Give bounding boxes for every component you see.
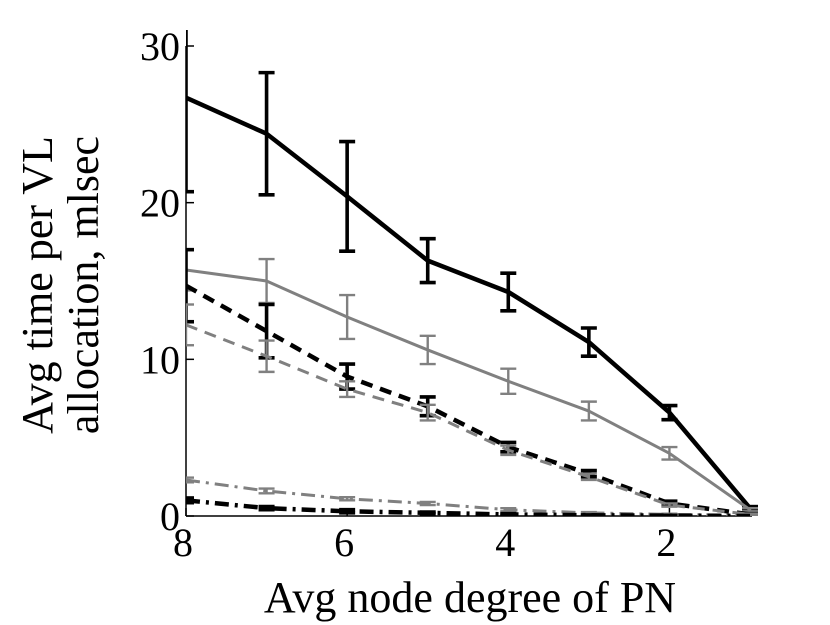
series-line — [186, 283, 751, 516]
x-tick-label: 2 — [656, 520, 676, 565]
x-tick-label: 6 — [334, 520, 354, 565]
error-bar — [258, 487, 275, 495]
y-axis-label: Avg time per VL allocation, mlsec — [13, 136, 108, 434]
series-2 — [186, 248, 758, 513]
error-bar — [186, 247, 194, 324]
error-bar — [419, 510, 436, 516]
error-bar — [419, 500, 436, 507]
error-bar — [186, 303, 194, 347]
x-axis-label: Avg node degree of PN — [264, 573, 676, 622]
series-line — [186, 323, 751, 516]
error-bar — [742, 506, 758, 513]
error-bar — [661, 445, 678, 461]
series-1 — [186, 30, 758, 512]
series-line — [186, 95, 752, 510]
x-tick-label: 8 — [173, 520, 193, 565]
error-bar — [339, 507, 356, 515]
series-3 — [186, 247, 758, 516]
y-axis-label-line-1: Avg time per VL — [13, 136, 62, 434]
y-tick-label: 20 — [140, 181, 180, 226]
error-bar — [419, 334, 436, 366]
error-bar — [258, 70, 275, 197]
error-bar — [186, 30, 194, 194]
error-bar — [500, 367, 517, 395]
error-bar — [258, 504, 275, 512]
error-bar — [661, 513, 678, 516]
error-bar — [419, 236, 436, 285]
error-bar — [339, 496, 356, 502]
y-tick-label: 30 — [140, 24, 180, 69]
series-line — [186, 498, 751, 516]
error-bar — [661, 502, 678, 508]
error-bar — [580, 513, 597, 516]
series-line — [186, 268, 751, 511]
error-bar — [661, 403, 678, 422]
error-bar — [500, 506, 517, 513]
y-tick-label: 10 — [140, 337, 180, 382]
y-axis-label-line-2: allocation, mlsec — [59, 136, 108, 434]
error-bar — [500, 271, 517, 313]
error-bar — [258, 339, 275, 374]
error-bar — [419, 403, 436, 422]
series-group — [186, 30, 758, 516]
error-bar — [500, 444, 517, 457]
series-4 — [186, 303, 758, 516]
error-bar — [580, 326, 597, 359]
error-bar — [339, 139, 356, 254]
error-bar — [500, 511, 517, 516]
error-bar — [186, 476, 194, 484]
tick-labels: 0 10 20 30 8 6 4 2 — [140, 24, 676, 565]
series-6 — [186, 496, 751, 516]
error-bar — [339, 293, 356, 341]
error-bar — [339, 380, 356, 399]
error-bar — [580, 472, 597, 482]
x-tick-label: 4 — [495, 520, 515, 565]
y-tick-label: 0 — [160, 494, 180, 539]
error-bar — [580, 400, 597, 422]
error-bar — [186, 496, 194, 505]
axes — [185, 45, 752, 517]
